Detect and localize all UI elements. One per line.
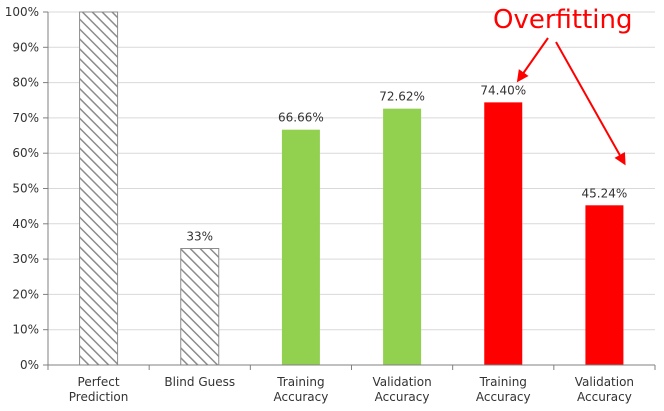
- data-label: 74.40%: [480, 83, 526, 97]
- category-label: Validation: [372, 375, 431, 389]
- data-labels: 33% 66.66% 72.62% 74.40% 45.24%: [186, 83, 627, 243]
- bars: [79, 11, 624, 366]
- y-tick-label: 70%: [12, 111, 39, 125]
- bar: [79, 11, 119, 366]
- category-label: Prediction: [69, 390, 129, 404]
- y-tick-label: 80%: [12, 76, 39, 90]
- gridlines: [48, 11, 655, 331]
- bar: [180, 248, 220, 366]
- y-tick-label: 30%: [12, 252, 39, 266]
- data-label: 66.66%: [278, 111, 324, 125]
- y-tick-label: 50%: [12, 182, 39, 196]
- category-label: Accuracy: [577, 390, 632, 404]
- category-label: Blind Guess: [164, 375, 235, 389]
- bar: [383, 108, 422, 365]
- y-tick-label: 100%: [5, 5, 39, 19]
- y-tick-label: 90%: [12, 40, 39, 54]
- category-label: Perfect: [78, 375, 120, 389]
- category-label: Accuracy: [375, 390, 430, 404]
- data-label: 33%: [186, 230, 213, 244]
- y-tick-label: 0%: [20, 358, 39, 372]
- category-label: Training: [276, 375, 324, 389]
- category-label: Accuracy: [274, 390, 329, 404]
- y-tick-label: 60%: [12, 146, 39, 160]
- category-label: Accuracy: [476, 390, 531, 404]
- y-axis-ticks: 0% 10% 20% 30% 40% 50% 60% 70% 80% 90% 100%: [5, 5, 48, 372]
- y-tick-label: 20%: [12, 287, 39, 301]
- annotation-arrow: [555, 41, 626, 166]
- overfitting-annotation: Overfitting: [493, 5, 633, 35]
- category-label: Training: [479, 375, 527, 389]
- y-tick-label: 40%: [12, 217, 39, 231]
- annotation: Overfitting: [493, 5, 633, 166]
- category-label: Validation: [575, 375, 634, 389]
- bar: [585, 205, 624, 365]
- bar: [484, 102, 523, 366]
- y-tick-label: 10%: [12, 323, 39, 337]
- data-label: 45.24%: [582, 186, 628, 200]
- annotation-arrow: [516, 37, 549, 83]
- axes: [43, 12, 656, 370]
- bar: [281, 129, 320, 365]
- data-label: 72.62%: [379, 90, 425, 104]
